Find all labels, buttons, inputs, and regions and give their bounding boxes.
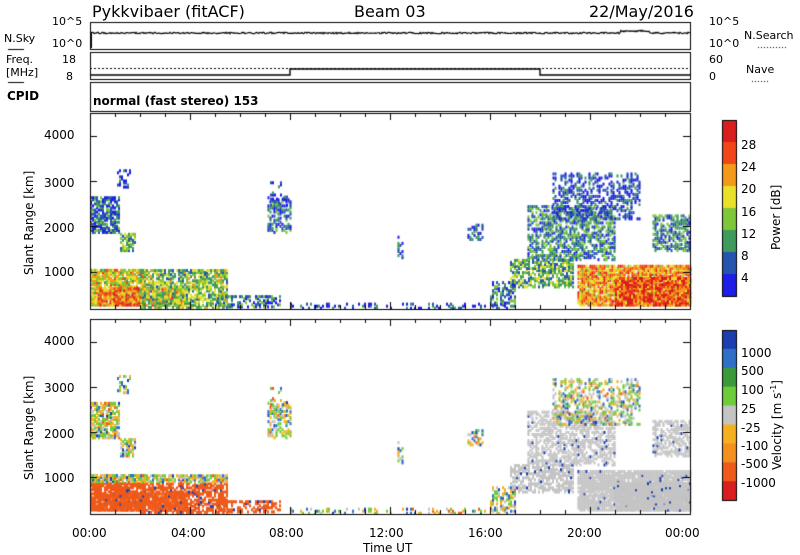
freq-tick-top: 18 [62, 53, 76, 66]
xtick-2000: 20:00 [567, 526, 602, 540]
cpid-label: CPID [7, 89, 40, 103]
power-cb-24: 24 [741, 160, 757, 174]
nsky-tick-bottom: 10^0 [52, 37, 83, 50]
power-cb-8: 8 [741, 249, 749, 263]
vel-ytick-2000: 2000 [44, 427, 75, 441]
power-ylabel: Slant Range [km] [22, 170, 36, 275]
xtick-0000: 00:00 [72, 526, 107, 540]
freq-tick-bottom: 8 [66, 70, 73, 83]
power-cb-12: 12 [741, 227, 757, 241]
freq-label: Freq. [6, 53, 34, 66]
nsearch-tick-bottom: 10^0 [709, 37, 740, 50]
xtick-1200: 12:00 [369, 526, 404, 540]
power-cb-4: 4 [741, 271, 749, 285]
nave-label: Nave [746, 63, 775, 76]
nave-tick-top: 60 [709, 53, 723, 66]
nave-tick-bottom: 0 [709, 70, 716, 83]
vel-cb-500: 500 [741, 364, 764, 378]
vel-cb-25: 25 [741, 402, 757, 416]
date-title: 22/May/2016 [589, 2, 694, 21]
vel-cb-1000: 1000 [741, 346, 772, 360]
xtick-0400: 04:00 [171, 526, 206, 540]
radar-title: Pykkvibaer (fitACF) [92, 2, 245, 21]
power-cb-28: 28 [741, 138, 757, 152]
power-ytick-3000: 3000 [44, 176, 75, 190]
freq-unit-label: [MHz] [6, 66, 39, 79]
velocity-ylabel: Slant Range [km] [22, 375, 36, 480]
power-cb-16: 16 [741, 205, 757, 219]
xtick-1600: 16:00 [468, 526, 503, 540]
xlabel-time: Time UT [363, 541, 413, 555]
xtick-0800: 08:00 [269, 526, 304, 540]
vel-ytick-4000: 4000 [44, 334, 75, 348]
power-colorbar-label: Power [dB] [769, 184, 783, 250]
power-ytick-1000: 1000 [44, 265, 75, 279]
xtick-0000-end: 00:00 [665, 526, 700, 540]
power-ytick-2000: 2000 [44, 221, 75, 235]
vel-ytick-3000: 3000 [44, 381, 75, 395]
beam-title: Beam 03 [354, 2, 426, 21]
power-cb-20: 20 [741, 182, 757, 196]
nsearch-tick-top: 10^5 [709, 15, 740, 28]
cpid-text: normal (fast stereo) 153 [93, 94, 259, 108]
vel-ytick-1000: 1000 [44, 471, 75, 485]
velocity-colorbar-label: Velocity [m s-1] [769, 380, 784, 470]
vel-cb-neg25: -25 [741, 421, 761, 435]
vel-cb-neg1000: -1000 [741, 476, 776, 490]
power-ytick-4000: 4000 [44, 128, 75, 142]
nsky-label: N.Sky [4, 32, 36, 45]
vel-cb-neg100: -100 [741, 439, 769, 453]
vel-cb-neg500: -500 [741, 457, 769, 471]
nsearch-label: N.Search [744, 29, 794, 42]
vel-cb-100: 100 [741, 383, 764, 397]
nsky-tick-top: 10^5 [52, 15, 83, 28]
